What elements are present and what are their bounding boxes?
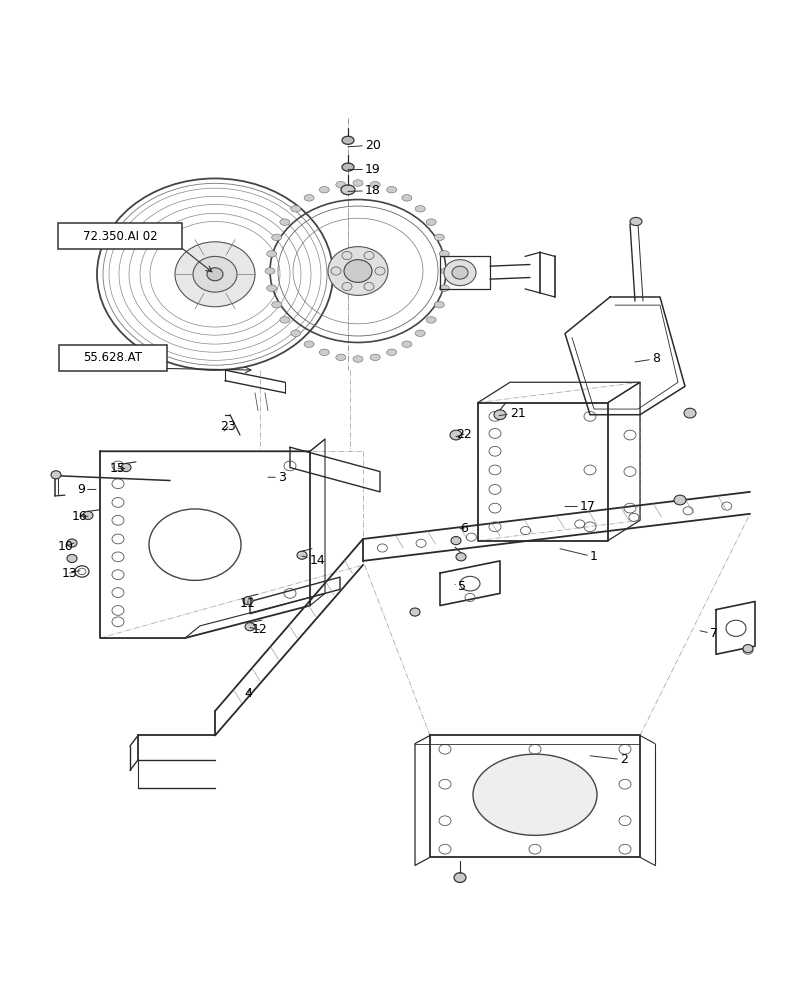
Text: 19: 19 xyxy=(348,163,380,176)
Ellipse shape xyxy=(450,537,461,545)
Text: 21: 21 xyxy=(499,407,525,420)
Ellipse shape xyxy=(272,301,281,308)
Text: 17: 17 xyxy=(564,500,595,513)
Ellipse shape xyxy=(386,186,397,193)
Ellipse shape xyxy=(341,136,354,144)
Text: 10: 10 xyxy=(58,540,74,553)
Ellipse shape xyxy=(401,341,411,347)
Text: 4: 4 xyxy=(243,687,251,700)
Ellipse shape xyxy=(426,317,436,323)
FancyBboxPatch shape xyxy=(59,345,167,371)
Ellipse shape xyxy=(290,206,300,212)
Ellipse shape xyxy=(297,551,307,559)
Ellipse shape xyxy=(353,356,363,362)
FancyBboxPatch shape xyxy=(58,223,182,249)
Ellipse shape xyxy=(426,219,436,225)
Ellipse shape xyxy=(673,495,685,505)
Ellipse shape xyxy=(370,354,380,361)
Text: 2: 2 xyxy=(590,753,627,766)
Ellipse shape xyxy=(453,873,466,882)
Ellipse shape xyxy=(304,195,314,201)
Ellipse shape xyxy=(452,266,467,279)
Ellipse shape xyxy=(363,251,374,260)
Ellipse shape xyxy=(444,260,475,286)
Ellipse shape xyxy=(336,354,345,361)
Ellipse shape xyxy=(439,285,448,291)
Text: 1: 1 xyxy=(560,549,597,563)
Ellipse shape xyxy=(456,553,466,561)
Text: 15: 15 xyxy=(109,462,126,475)
Ellipse shape xyxy=(264,268,275,274)
Ellipse shape xyxy=(473,754,596,835)
Text: 55.628.AT: 55.628.AT xyxy=(84,351,142,364)
Ellipse shape xyxy=(375,267,384,275)
Ellipse shape xyxy=(67,539,77,547)
Ellipse shape xyxy=(336,181,345,188)
Ellipse shape xyxy=(245,623,255,631)
Ellipse shape xyxy=(328,247,388,295)
Ellipse shape xyxy=(121,463,131,472)
Text: 8: 8 xyxy=(634,352,659,365)
Ellipse shape xyxy=(434,301,444,308)
Text: 16: 16 xyxy=(72,510,88,523)
Ellipse shape xyxy=(341,251,351,260)
Text: 20: 20 xyxy=(348,139,380,152)
Ellipse shape xyxy=(207,268,223,281)
Ellipse shape xyxy=(439,251,448,257)
Ellipse shape xyxy=(493,410,505,420)
Ellipse shape xyxy=(193,256,237,292)
Ellipse shape xyxy=(410,608,419,616)
Ellipse shape xyxy=(341,185,354,195)
Ellipse shape xyxy=(401,195,411,201)
Text: 23: 23 xyxy=(220,420,235,433)
Text: 13: 13 xyxy=(62,567,80,580)
Ellipse shape xyxy=(449,430,461,440)
Text: 12: 12 xyxy=(250,623,268,636)
Text: 7: 7 xyxy=(699,627,717,640)
Ellipse shape xyxy=(434,234,444,241)
Ellipse shape xyxy=(83,511,93,519)
Ellipse shape xyxy=(242,597,253,605)
Ellipse shape xyxy=(51,471,61,479)
Ellipse shape xyxy=(341,163,354,171)
Ellipse shape xyxy=(353,180,363,186)
Ellipse shape xyxy=(290,330,300,336)
Ellipse shape xyxy=(629,217,642,226)
Ellipse shape xyxy=(331,267,341,275)
Ellipse shape xyxy=(280,219,290,225)
Text: 22: 22 xyxy=(456,428,471,441)
Text: 6: 6 xyxy=(460,522,467,535)
Ellipse shape xyxy=(304,341,314,347)
Text: 18: 18 xyxy=(348,184,380,197)
Ellipse shape xyxy=(414,206,425,212)
Ellipse shape xyxy=(319,349,329,356)
Text: 11: 11 xyxy=(240,597,255,610)
Ellipse shape xyxy=(67,554,77,563)
Ellipse shape xyxy=(742,645,752,653)
Ellipse shape xyxy=(414,330,425,336)
Ellipse shape xyxy=(370,181,380,188)
Ellipse shape xyxy=(266,251,277,257)
Ellipse shape xyxy=(280,317,290,323)
Text: 14: 14 xyxy=(302,554,325,567)
Text: 3: 3 xyxy=(268,471,285,484)
Ellipse shape xyxy=(440,268,450,274)
Text: 5: 5 xyxy=(454,580,466,593)
Ellipse shape xyxy=(341,282,351,291)
Ellipse shape xyxy=(272,234,281,241)
Ellipse shape xyxy=(683,408,695,418)
Ellipse shape xyxy=(386,349,397,356)
Ellipse shape xyxy=(319,186,329,193)
Text: 72.350.AI 02: 72.350.AI 02 xyxy=(83,230,157,243)
Ellipse shape xyxy=(266,285,277,291)
Text: 9: 9 xyxy=(77,483,96,496)
Ellipse shape xyxy=(344,260,371,282)
Ellipse shape xyxy=(175,242,255,307)
Ellipse shape xyxy=(363,282,374,291)
